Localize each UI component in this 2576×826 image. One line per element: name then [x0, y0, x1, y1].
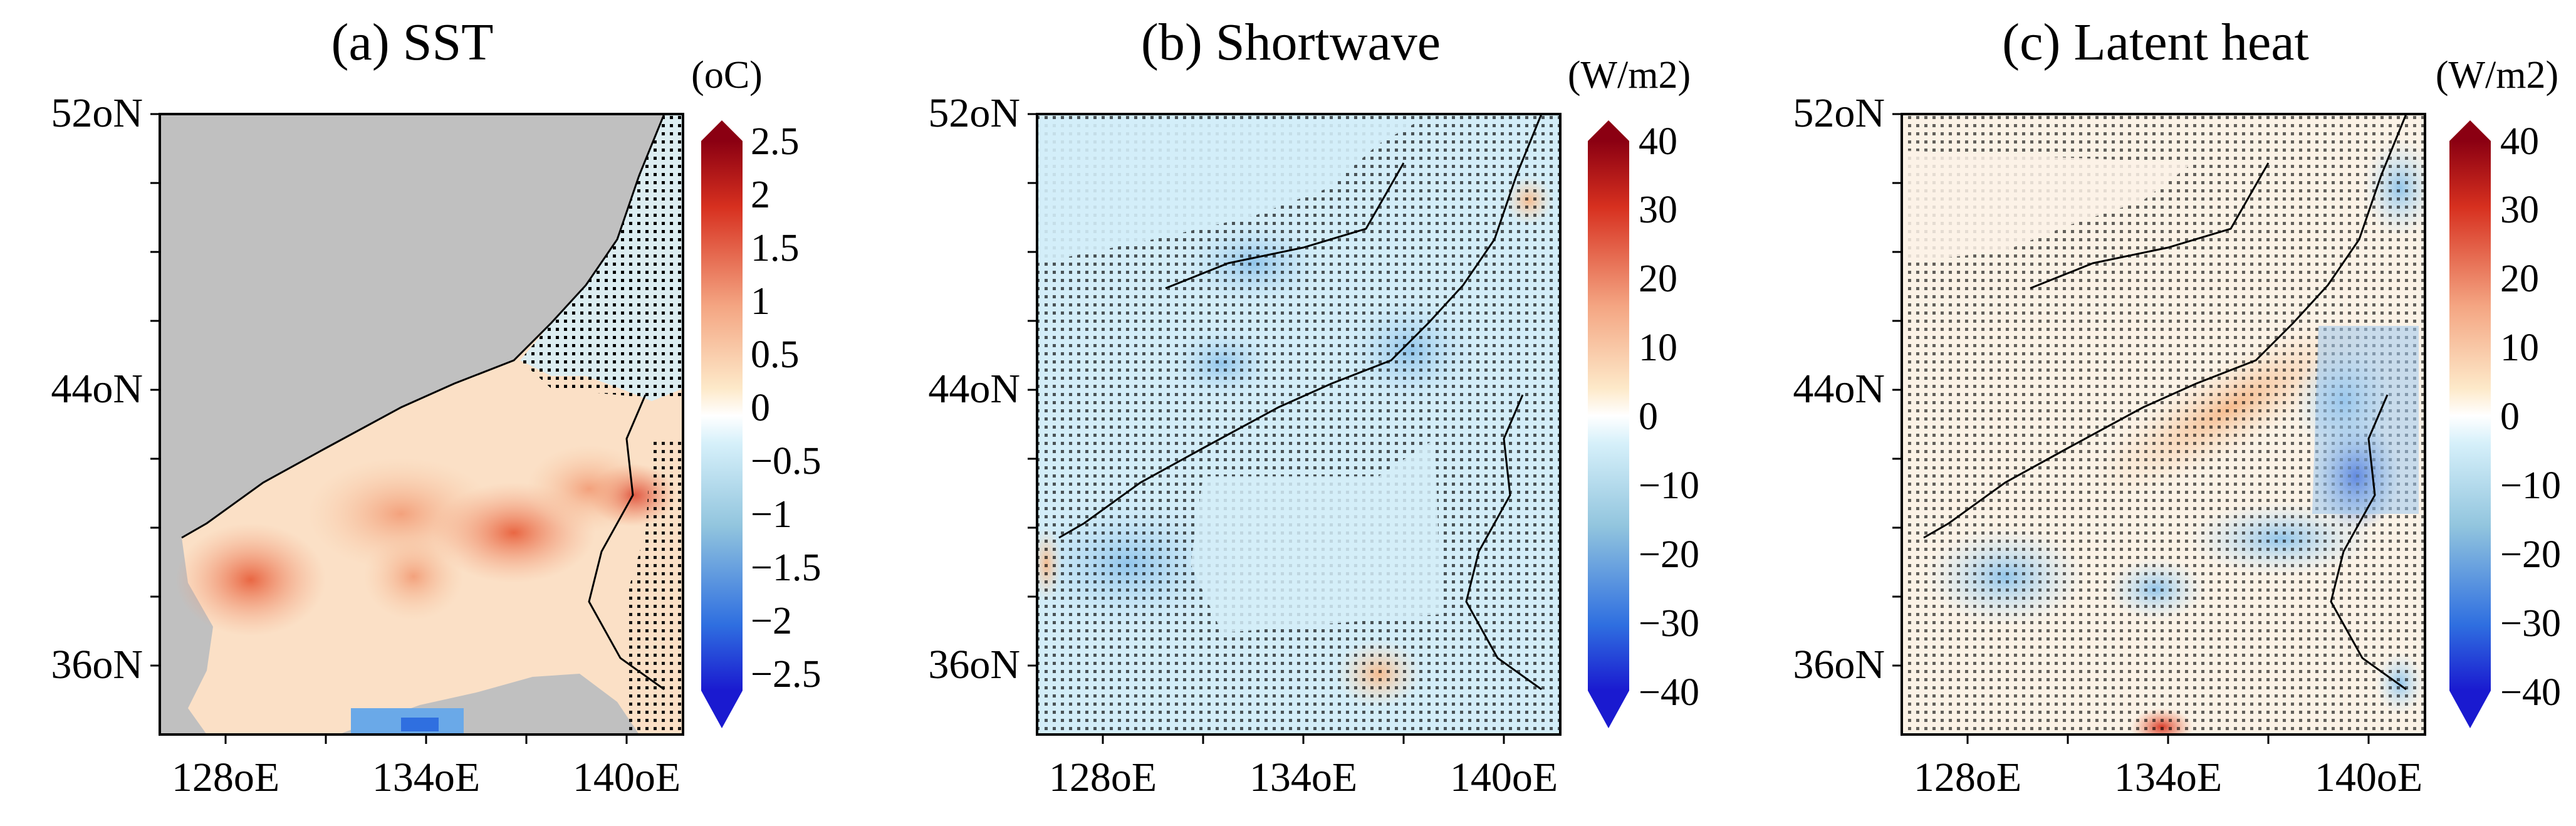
svg-text:10: 10	[1639, 327, 1677, 369]
colorbar-unit: (W/m2)	[1568, 54, 1691, 97]
colorbar	[701, 120, 743, 728]
svg-text:−2.5: −2.5	[751, 653, 821, 696]
svg-text:−10: −10	[2500, 464, 2561, 507]
svg-text:20: 20	[1639, 258, 1677, 300]
panel-title: (c) Latent heat	[2002, 13, 2309, 71]
svg-text:0.5: 0.5	[751, 333, 800, 376]
svg-text:10: 10	[2500, 327, 2539, 369]
lat-label: 36oN	[1793, 642, 1885, 687]
svg-text:0: 0	[1639, 395, 1658, 438]
lat-label: 52oN	[1793, 90, 1885, 136]
svg-text:−20: −20	[1639, 533, 1699, 576]
colorbar-unit: (W/m2)	[2436, 54, 2558, 97]
svg-text:−1.5: −1.5	[751, 546, 821, 589]
svg-text:−1: −1	[751, 493, 792, 536]
lon-ticks	[1966, 735, 2370, 744]
svg-text:−2: −2	[751, 600, 792, 642]
svg-text:1: 1	[751, 280, 770, 323]
svg-text:−10: −10	[1639, 464, 1699, 507]
svg-text:−30: −30	[2500, 602, 2561, 645]
panel-title: (a) SST	[331, 13, 494, 71]
svg-text:30: 30	[2500, 189, 2539, 231]
panel-sst: (a) SST 52oN 44oN 36oN 128oE	[51, 13, 821, 800]
lon-label: 134oE	[372, 755, 480, 800]
map-area	[1902, 114, 2425, 735]
colorbar-tick-labels: 40 30 20 10 0 −10 −20 −30 −40	[2500, 120, 2561, 714]
lon-label: 134oE	[1249, 755, 1357, 800]
map-frame	[1901, 113, 2426, 736]
map-frame	[1036, 113, 1562, 736]
lon-ticks	[224, 735, 628, 744]
lon-label: 128oE	[1049, 755, 1157, 800]
lon-label: 140oE	[1450, 755, 1558, 800]
colorbar	[2449, 120, 2491, 728]
lat-label: 52oN	[928, 90, 1020, 136]
lon-label: 140oE	[2315, 755, 2422, 800]
svg-text:0: 0	[751, 387, 770, 429]
map-area	[1037, 114, 1560, 735]
svg-text:40: 40	[2500, 120, 2539, 163]
svg-text:1.5: 1.5	[751, 227, 800, 269]
lat-label: 44oN	[928, 366, 1020, 412]
lon-label: 128oE	[1914, 755, 2021, 800]
lon-label: 140oE	[573, 755, 681, 800]
panel-latent-heat: (c) Latent heat 52oN 44oN 3	[1793, 13, 2561, 800]
lat-ticks	[150, 113, 160, 667]
svg-text:−20: −20	[2500, 533, 2561, 576]
lat-label: 52oN	[51, 90, 143, 136]
lat-label: 44oN	[51, 366, 143, 412]
colorbar-unit: (oC)	[691, 54, 763, 97]
colorbar-tick-labels: 2.5 2 1.5 1 0.5 0 −0.5 −1 −1.5 −2 −2.5	[751, 120, 821, 696]
svg-text:0: 0	[2500, 395, 2520, 438]
map-frame	[159, 113, 684, 736]
lat-label: 36oN	[51, 642, 143, 687]
colorbar	[1588, 120, 1629, 728]
panel-shortwave: (b) Shortwave 52oN 44oN 36oN 128oE	[928, 13, 1699, 800]
lat-label: 44oN	[1793, 366, 1885, 412]
svg-text:2.5: 2.5	[751, 120, 800, 163]
svg-text:−0.5: −0.5	[751, 440, 821, 483]
svg-text:−40: −40	[2500, 671, 2561, 714]
lon-ticks	[1102, 735, 1505, 744]
svg-text:20: 20	[2500, 258, 2539, 300]
svg-text:−40: −40	[1639, 671, 1699, 714]
lon-label: 128oE	[172, 755, 279, 800]
lat-ticks	[1892, 113, 1902, 667]
map-area	[160, 114, 683, 735]
lat-label: 36oN	[928, 642, 1020, 687]
svg-text:2: 2	[751, 174, 770, 216]
svg-text:40: 40	[1639, 120, 1677, 163]
lat-ticks	[1028, 113, 1037, 667]
colorbar-tick-labels: 40 30 20 10 0 −10 −20 −30 −40	[1639, 120, 1699, 714]
svg-text:−30: −30	[1639, 602, 1699, 645]
svg-text:30: 30	[1639, 189, 1677, 231]
lon-label: 134oE	[2114, 755, 2222, 800]
panel-title: (b) Shortwave	[1141, 13, 1441, 71]
